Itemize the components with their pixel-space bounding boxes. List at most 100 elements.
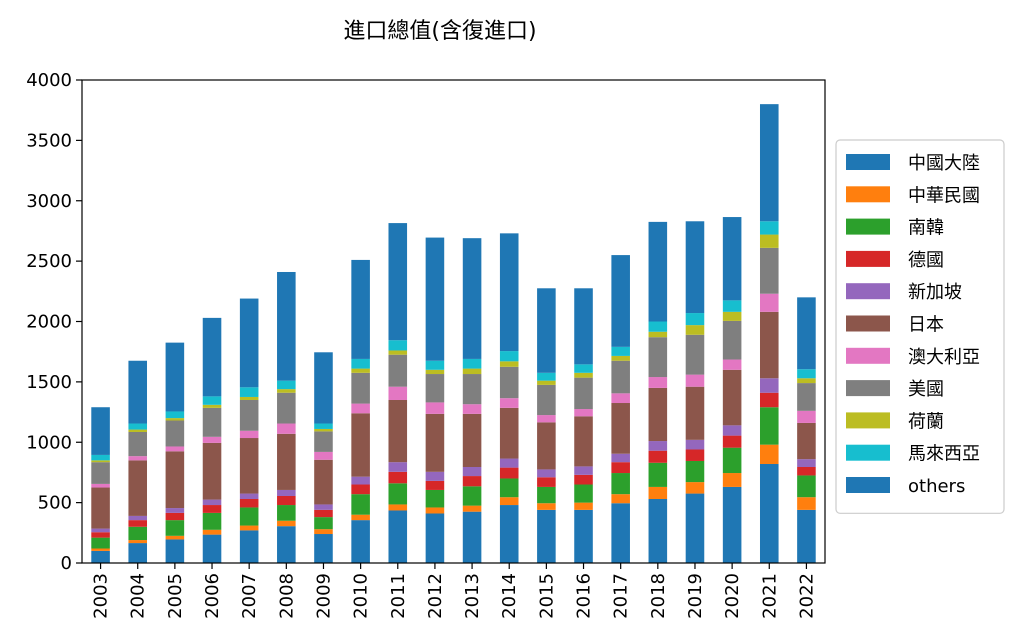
x-tick-label: 2020 [722,573,743,619]
bar-segment [722,369,742,426]
bar-segment [611,453,630,463]
bar-segment [165,512,185,521]
legend-swatch [846,380,890,397]
bar-segment [759,378,779,393]
legend-label: 新加坡 [908,282,962,303]
bar-segment [722,435,742,448]
y-tick-label: 3500 [26,130,72,151]
plot-frame [81,79,826,564]
bar-segment [648,441,668,451]
y-tick-label: 4000 [26,70,72,91]
bar-segment [797,378,816,384]
bar-segment [425,360,445,370]
bar-segment [91,487,110,529]
bar-segment [759,407,779,445]
legend-label: 德國 [908,250,944,271]
bar-segment [797,497,816,510]
bar-segment [91,462,110,484]
bar-segment [165,446,185,452]
bar-segment [797,509,816,563]
bar-segment [202,317,222,397]
bar-segment [314,423,333,429]
bar-segment [165,420,185,447]
bar-segment [128,515,148,521]
bar-segment [797,422,816,460]
bar-segment [722,300,742,312]
bar-segment [91,550,110,563]
bar-segment [277,526,296,563]
bar-segment [611,346,630,356]
bar-segment [388,223,408,341]
legend-label: 馬來西亞 [908,444,980,465]
bar-segment [388,471,408,484]
bar-segment [277,489,296,496]
bar-segment [797,459,816,467]
bar-segment [351,494,370,515]
bar-segment [537,384,556,416]
bar-segment [611,462,630,474]
bar-segment [202,499,222,506]
bar-segment [685,334,705,375]
bar-segment [314,431,333,452]
bar-segment [537,288,556,373]
bar-segment [611,393,630,404]
bar-segment [239,298,259,388]
legend-swatch [846,186,890,203]
bar-segment [314,352,333,424]
bar-segment [574,409,593,417]
bar-segment [239,530,259,563]
x-tick-label: 2008 [276,573,297,619]
legend-swatch [846,154,890,170]
y-tick-label: 1000 [26,432,72,453]
bar-segment [91,532,110,538]
bar-segment [351,259,370,359]
bar-segment [425,471,445,481]
bar-segment [165,535,185,540]
bar-segment [202,436,222,443]
y-tick-label: 0 [61,553,72,574]
bar-segment [574,377,593,410]
bar-segment [648,221,668,322]
bar-segment [165,508,185,513]
bar-segment [722,359,742,370]
bar-segment [685,374,705,387]
bar-segment [462,476,482,487]
bar-segment [685,449,705,461]
bar-segment [202,534,222,563]
bar-segment [759,247,779,294]
bar-segment [91,548,110,551]
bar-segment [277,520,296,527]
bar-segment [499,398,519,408]
bar-segment [165,342,185,412]
bar-segment [314,504,333,510]
bar-segment [722,320,742,360]
x-tick-label: 2003 [91,573,112,619]
bar-segment [351,413,370,477]
bar-segment [239,430,259,439]
bar-segment [462,413,482,467]
bar-segment [165,418,185,421]
x-tick-label: 2017 [611,573,632,619]
bar-segment [277,380,296,390]
bar-segment [462,467,482,477]
bar-segment [128,460,148,516]
bar-segment [574,416,593,467]
bar-segment [351,372,370,404]
bar-segment [202,442,222,500]
bar-segment [537,422,556,470]
bar-segment [239,507,259,526]
bar-segment [797,369,816,379]
x-tick-label: 2022 [796,573,817,619]
bar-segment [277,392,296,424]
bar-segment [797,297,816,370]
bar-segment [648,377,668,388]
bar-segment [611,355,630,361]
bar-segment [351,520,370,563]
bar-segment [574,372,593,378]
bar-segment [388,483,408,505]
x-tick-label: 2004 [128,573,149,619]
legend-swatch [846,315,890,332]
bar-segment [239,525,259,531]
